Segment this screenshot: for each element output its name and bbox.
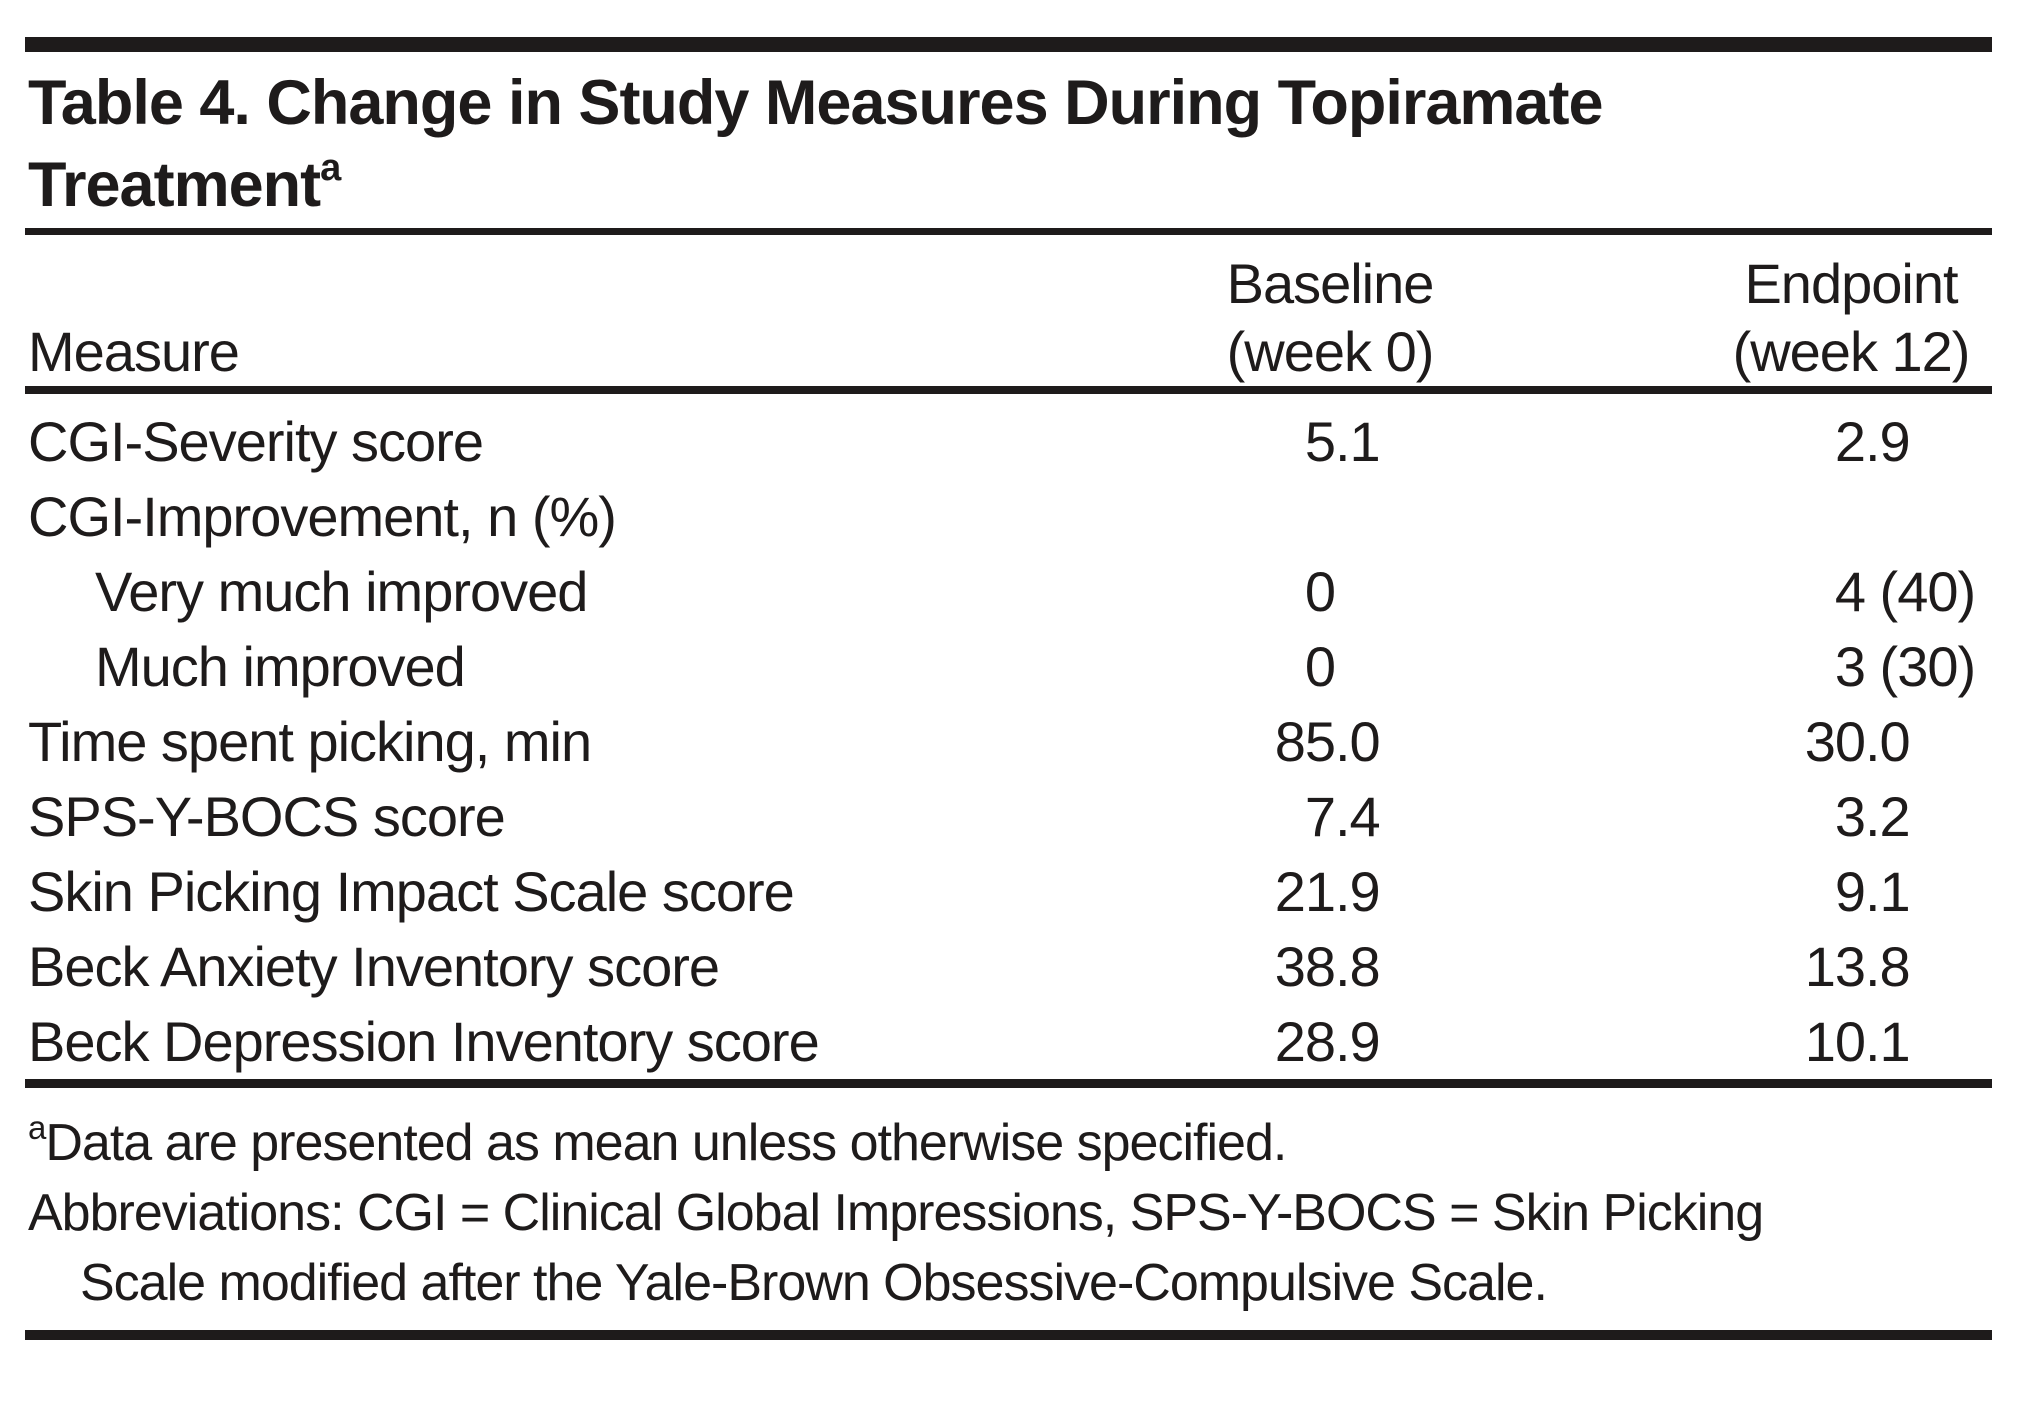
endpoint-value-cell: 3.2 [1710,779,1992,854]
value-fraction-part: .4 [1335,785,1381,848]
table-row: Skin Picking Impact Scale score 21.9 9.1 [25,854,1992,929]
measure-cell: SPS-Y-BOCS score [28,785,506,848]
measure-cell: Beck Anxiety Inventory score [28,935,720,998]
table-row: Time spent picking, min 85.0 30.0 [25,704,1992,779]
value-integer-part: 28 [1274,1010,1336,1073]
value-integer-part [1190,479,1335,554]
table-title-line2: Treatment [28,150,321,220]
baseline-value-cell: 28.9 [1190,1004,1470,1079]
footnote-data-note-text: Data are presented as mean unless otherw… [45,1114,1287,1172]
value-integer-part: 38 [1274,935,1336,998]
table-body: CGI-Severity score 5.1 2.9 CGI-Improvement,… [25,394,1992,1079]
bottom-rule [25,1330,1992,1340]
endpoint-value-cell [1710,479,1992,554]
body-divider-rule [25,1079,1992,1088]
column-header-baseline: Baseline (week 0) [1190,250,1470,386]
table-row: SPS-Y-BOCS score 7.4 3.2 [25,779,1992,854]
value-integer-part: 5 [1304,410,1336,473]
value-fraction-part [1335,629,1470,704]
measure-cell: Time spent picking, min [28,710,592,773]
value-integer-part: 13 [1804,935,1866,998]
value-fraction-part: .0 [1335,710,1381,773]
baseline-value-cell: 7.4 [1190,779,1470,854]
top-bar [25,37,1992,52]
table-header-row: Measure Baseline (week 0) Endpoint (week… [25,235,1992,386]
value-integer-part: 85 [1274,710,1336,773]
column-header-baseline-line2: (week 0) [1226,320,1435,383]
value-fraction-part: (40) [1865,560,1977,623]
value-fraction-part: (30) [1865,635,1977,698]
column-header-endpoint-line1: Endpoint [1744,252,1958,315]
value-fraction-part [1335,554,1470,629]
baseline-value-cell [1190,479,1470,554]
endpoint-value-cell: 10.1 [1710,1004,1992,1079]
table-row: Much improved 0 3 (30) [25,629,1992,704]
column-header-endpoint-line2: (week 12) [1732,320,1971,383]
table-row: CGI-Severity score 5.1 2.9 [25,404,1992,479]
table-title-line1: Table 4. Change in Study Measures During… [28,68,1603,138]
measure-cell: CGI-Improvement, n (%) [28,485,617,548]
baseline-value-cell: 5.1 [1190,404,1470,479]
endpoint-value-cell: 9.1 [1710,854,1992,929]
table-row: Beck Anxiety Inventory score 38.8 13.8 [25,929,1992,1004]
table-title-footnote-marker: a [320,147,341,189]
header-divider-rule [25,386,1992,394]
measure-cell: Skin Picking Impact Scale score [28,860,795,923]
table-row: Very much improved 0 4 (40) [25,554,1992,629]
measure-cell: Very much improved [95,560,588,623]
value-fraction-part [1865,479,1992,554]
value-integer-part: 9 [1834,860,1866,923]
value-integer-part: 0 [1304,560,1336,623]
title-divider-rule [25,228,1992,235]
baseline-value-cell: 21.9 [1190,854,1470,929]
value-fraction-part [1335,479,1470,554]
footnote-abbreviations-line1: Abbreviations: CGI = Clinical Global Imp… [28,1184,1764,1242]
endpoint-value-cell: 4 (40) [1710,554,1992,629]
value-integer-part: 2 [1834,410,1866,473]
footnote-abbreviations-line2: Scale modified after the Yale-Brown Obse… [80,1254,1548,1312]
column-header-measure: Measure [28,320,240,383]
value-integer-part [1710,479,1865,554]
column-header-baseline-line1: Baseline [1226,252,1435,315]
table-footnotes: aData are presented as mean unless other… [25,1088,1992,1318]
value-fraction-part: .1 [1335,410,1381,473]
value-fraction-part: .0 [1865,710,1911,773]
value-integer-part: 7 [1304,785,1336,848]
value-fraction-part: .8 [1865,935,1911,998]
value-integer-part: 3 [1834,785,1866,848]
value-fraction-part: .9 [1335,1010,1381,1073]
value-fraction-part: .2 [1865,785,1911,848]
baseline-value-cell: 85.0 [1190,704,1470,779]
value-integer-part: 10 [1804,1010,1866,1073]
footnote-marker: a [28,1108,46,1146]
baseline-value-cell: 0 [1190,629,1470,704]
endpoint-value-cell: 13.8 [1710,929,1992,1004]
table-row: CGI-Improvement, n (%) [25,479,1992,554]
value-integer-part: 3 [1834,635,1866,698]
value-integer-part: 30 [1804,710,1866,773]
journal-table-card: Table 4. Change in Study Measures During… [25,37,1992,1340]
footnote-data-note: aData are presented as mean unless other… [28,1108,1992,1178]
value-fraction-part: .1 [1865,1010,1911,1073]
measure-cell: CGI-Severity score [28,410,484,473]
endpoint-value-cell: 3 (30) [1710,629,1992,704]
value-fraction-part: .9 [1865,410,1911,473]
measure-cell: Much improved [95,635,466,698]
value-fraction-part: .1 [1865,860,1911,923]
baseline-value-cell: 0 [1190,554,1470,629]
table-title: Table 4. Change in Study Measures During… [25,62,1992,226]
endpoint-value-cell: 2.9 [1710,404,1992,479]
value-integer-part: 0 [1304,635,1336,698]
value-fraction-part: .8 [1335,935,1381,998]
column-header-endpoint: Endpoint (week 12) [1710,250,1992,386]
measure-cell: Beck Depression Inventory score [28,1010,820,1073]
value-integer-part: 21 [1274,860,1336,923]
value-fraction-part: .9 [1335,860,1381,923]
table-row: Beck Depression Inventory score 28.9 10.1 [25,1004,1992,1079]
endpoint-value-cell: 30.0 [1710,704,1992,779]
value-integer-part: 4 [1834,560,1866,623]
baseline-value-cell: 38.8 [1190,929,1470,1004]
